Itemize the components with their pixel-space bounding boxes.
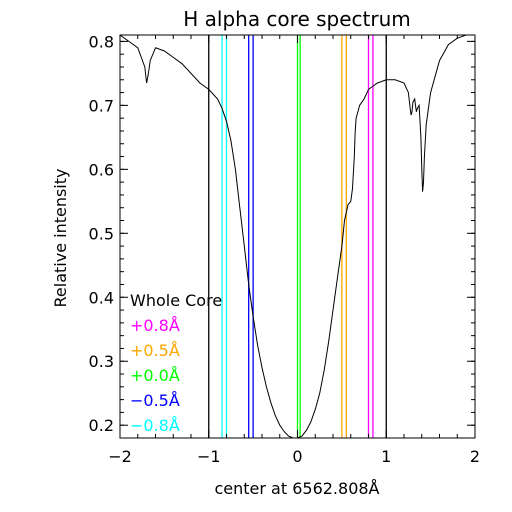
spectrum-line xyxy=(119,34,475,439)
x-tick-label: 1 xyxy=(381,447,391,466)
y-tick-label: 0.8 xyxy=(89,32,114,51)
marker-lines xyxy=(208,35,387,438)
x-axis-ticks: −2 −1 0 1 2 xyxy=(108,35,480,466)
y-axis-ticks: 0.2 0.3 0.4 0.5 0.6 0.7 0.8 xyxy=(89,32,475,435)
legend-entry: Whole Core xyxy=(130,291,222,310)
series-group xyxy=(119,34,475,439)
x-tick-label: −2 xyxy=(108,447,132,466)
y-tick-label: 0.2 xyxy=(89,416,114,435)
y-tick-label: 0.5 xyxy=(89,224,114,243)
legend-entry: +0.8Å xyxy=(130,316,180,335)
legend-entry: −0.5Å xyxy=(130,391,180,410)
x-tick-label: 2 xyxy=(470,447,480,466)
y-tick-label: 0.7 xyxy=(89,96,114,115)
x-tick-label: 0 xyxy=(292,447,302,466)
legend-entry: +0.5Å xyxy=(130,341,180,360)
y-axis-label: Relative intensity xyxy=(51,169,70,308)
legend: Whole Core +0.8Å +0.5Å +0.0Å −0.5Å −0.8Å xyxy=(130,291,222,435)
y-tick-label: 0.3 xyxy=(89,352,114,371)
x-axis-label: center at 6562.808Å xyxy=(214,479,379,498)
y-tick-label: 0.4 xyxy=(89,288,114,307)
x-tick-label: −1 xyxy=(197,447,221,466)
y-tick-label: 0.6 xyxy=(89,160,114,179)
legend-entry: −0.8Å xyxy=(130,416,180,435)
legend-entry: +0.0Å xyxy=(130,366,180,385)
chart-title: H alpha core spectrum xyxy=(183,7,411,31)
